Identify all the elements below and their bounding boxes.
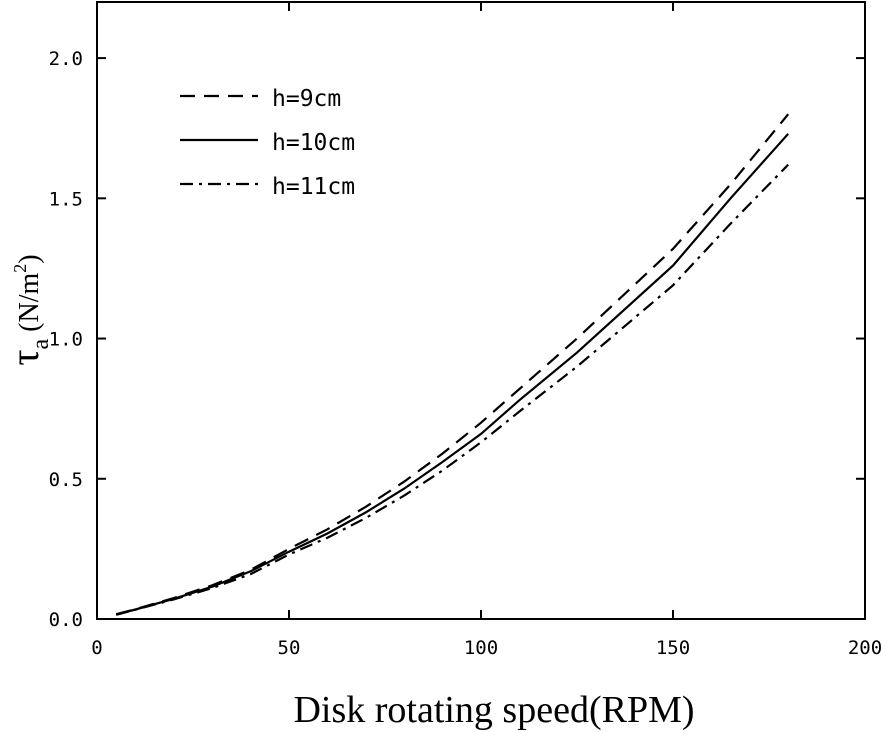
x-axis-label: Disk rotating speed(RPM) — [293, 689, 694, 731]
x-tick-label: 100 — [464, 637, 498, 659]
y-axis-unit-close: ) — [14, 254, 45, 263]
legend: h=9cm h=10cm h=11cm — [180, 86, 355, 200]
series-lines — [115, 113, 790, 616]
series-line-3 — [115, 163, 789, 616]
x-tick-label: 200 — [848, 637, 882, 659]
y-tick-label: 1.0 — [49, 329, 83, 351]
x-tick-label: 0 — [91, 637, 102, 659]
y-tick-label: 0.5 — [49, 469, 83, 491]
legend-label-2: h=10cm — [272, 130, 355, 156]
y-axis-unit-exponent: 2 — [10, 264, 30, 273]
y-axis-symbol: τ — [2, 350, 47, 366]
axis-ticks — [96, 2, 866, 620]
plot-frame — [96, 1, 866, 620]
y-tick-label: 2.0 — [49, 48, 83, 70]
legend-label-3: h=11cm — [272, 174, 355, 200]
series-line-1 — [115, 113, 790, 616]
x-tick-label: 50 — [278, 637, 301, 659]
x-tick-labels: 0 50 100 150 200 — [91, 637, 882, 659]
x-tick-label: 150 — [656, 637, 690, 659]
y-tick-label: 1.5 — [49, 188, 83, 210]
legend-label-1: h=9cm — [272, 86, 341, 112]
series-line-2 — [115, 133, 790, 616]
y-axis-unit-open: (N/m — [14, 273, 45, 339]
y-tick-label: 0.0 — [49, 609, 83, 631]
y-axis-subscript: a — [28, 339, 54, 350]
y-axis-label: τa (N/m2) — [2, 254, 54, 365]
y-tick-labels: 0.0 0.5 1.0 1.5 2.0 — [49, 48, 83, 631]
